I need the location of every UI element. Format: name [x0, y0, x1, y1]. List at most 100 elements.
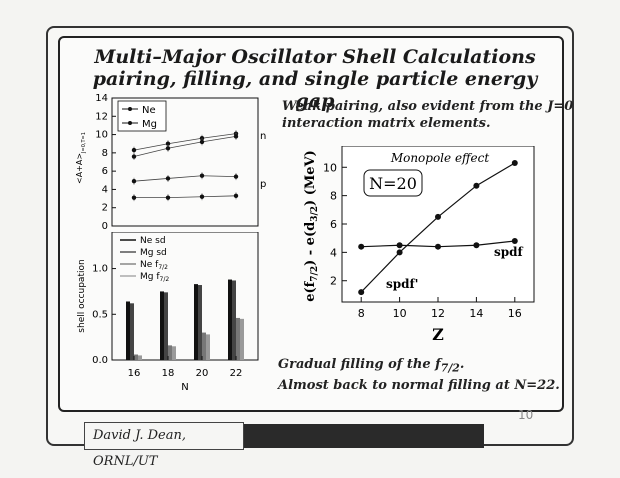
occupation-bar [236, 317, 240, 360]
occupation-bar [232, 280, 236, 360]
legend-marker-mg [128, 121, 132, 125]
monopole-point [396, 249, 403, 256]
monopole-ylabel-sub1: 7/2 [310, 266, 320, 282]
monopole-ylabel: e(f7/2) - e(d3/2) (MeV) [303, 150, 320, 302]
pairing-plot-area [111, 97, 259, 227]
monopole-point [396, 242, 403, 249]
series-label-spdf: spdf [494, 245, 524, 259]
n20-label: N=20 [369, 174, 417, 193]
pairing-ytick-label: 12 [95, 111, 108, 122]
monopole-ylabel-mid: ) - e(d [303, 222, 318, 266]
occupation-bar [160, 291, 164, 360]
monopole-title: Monopole effect [390, 151, 490, 165]
occupation-bar [130, 303, 134, 360]
monopole-ylabel-sub2: 3/2 [310, 206, 320, 222]
monopole-ytick-label: 8 [330, 190, 337, 203]
occupation-chart: 0.0 0.5 1.0 16 18 20 22 Ne sd Mg sd Ne f7/2 M… [77, 232, 259, 393]
legend-label-ne-f-main: Ne f [140, 260, 159, 270]
occupation-ytick-label: 1.0 [92, 264, 108, 275]
monopole-ytick-label: 2 [330, 275, 337, 288]
monopole-point [473, 182, 480, 189]
legend-label-ne: Ne [142, 105, 156, 116]
occupation-bar [206, 334, 210, 360]
legend-label-ne-f: Ne f7/2 [140, 260, 168, 271]
occupation-bar [164, 292, 168, 360]
pairing-ytick-label: 0 [102, 221, 108, 232]
pairing-legend [117, 100, 167, 132]
monopole-ytick-label: 10 [323, 161, 337, 174]
annotation-p: p [260, 179, 266, 190]
occupation-bar [198, 285, 202, 360]
pairing-ylabel-main: <A+A> [75, 153, 84, 184]
note-pairing: Weak pairing, also evident from the J=0 … [282, 98, 573, 132]
pairing-point [131, 147, 137, 153]
occupation-bar [138, 355, 142, 360]
pairing-point [233, 193, 239, 199]
monopole-ylabel-a: e(f [303, 280, 318, 301]
monopole-point [473, 242, 480, 249]
legend-label-mg-f-sub: 7/2 [160, 276, 170, 283]
occupation-bar [168, 345, 172, 360]
pairing-ytick-label: 4 [102, 184, 108, 195]
note-filling-text: Gradual filling of the f [278, 357, 441, 372]
page-number: 10 [518, 408, 534, 422]
monopole-xtick-label: 16 [508, 307, 522, 320]
pairing-point [165, 146, 171, 151]
pairing-point [131, 195, 137, 200]
occupation-xtick-label: 20 [196, 368, 209, 379]
note-filling-line1: Gradual filling of the f7/2. [278, 356, 560, 377]
note-pairing-line2: interaction matrix elements. [282, 116, 491, 131]
pairing-ylabel-sub: J=0,T=1 [81, 132, 87, 154]
monopole-point [511, 160, 518, 167]
monopole-point [358, 289, 365, 296]
pairing-point [199, 194, 205, 199]
pairing-point [199, 173, 205, 178]
monopole-point [358, 243, 365, 250]
legend-label-mg-f: Mg f7/2 [140, 272, 169, 283]
occupation-plot-area [111, 232, 259, 361]
occupation-bar [194, 284, 198, 360]
pairing-series-line [134, 195, 237, 199]
pairing-point [165, 176, 171, 181]
monopole-point [435, 243, 441, 250]
slide-subtitle: pairing, filling, and single particle en… [92, 68, 538, 112]
occupation-bar [228, 279, 232, 360]
pairing-ylabel: <A+A>J=0,T=1 [75, 132, 87, 184]
monopole-xtick-label: 12 [431, 307, 445, 320]
legend-marker-ne [128, 107, 132, 111]
occupation-ytick-label: 0.5 [92, 309, 108, 320]
pairing-ytick-label: 14 [95, 93, 108, 104]
monopole-xlabel: Z [432, 325, 444, 344]
occupation-xlabel: N [181, 382, 188, 393]
note-filling-sub: 7/2 [440, 361, 460, 375]
occupation-xtick-label: 18 [162, 368, 175, 379]
series-label-spdf-prime: spdf' [386, 277, 418, 291]
occupation-ytick-label: 0.0 [92, 355, 108, 366]
pairing-point [165, 141, 171, 146]
occupation-bar [172, 346, 176, 360]
occupation-bar [126, 301, 130, 360]
pairing-chart: 0 2 4 6 8 10 12 14 Ne Mg n p <A+A>J=0,T=1 [75, 93, 266, 232]
note-filling-end: . [459, 357, 465, 372]
monopole-point [511, 238, 518, 245]
monopole-xtick-label: 8 [358, 307, 365, 320]
pairing-series-line [133, 136, 237, 157]
occupation-legend: Ne sd Mg sd Ne f7/2 Mg f7/2 [120, 236, 169, 283]
monopole-ytick-label: 6 [330, 218, 337, 231]
slide-title: Multi–Major Oscillator Shell Calculation… [94, 46, 536, 68]
legend-label-ne-sd: Ne sd [140, 236, 166, 246]
pairing-point [233, 134, 239, 139]
occupation-bar [202, 332, 206, 360]
legend-label-mg-sd: Mg sd [140, 248, 167, 258]
monopole-xtick-label: 14 [469, 307, 483, 320]
annotation-n: n [260, 131, 266, 142]
pairing-point [165, 195, 171, 200]
legend-label-ne-f-sub: 7/2 [158, 264, 168, 271]
legend-label-mg: Mg [142, 119, 157, 130]
note-filling-line2: Almost back to normal filling at N=22. [278, 377, 560, 393]
monopole-ytick-label: 4 [330, 246, 337, 259]
legend-label-mg-f-main: Mg f [140, 272, 160, 282]
pairing-point [131, 154, 137, 159]
note-pairing-line1: Weak pairing, also evident from the J=0 [282, 99, 574, 114]
monopole-ylabel-end: ) (MeV) [303, 150, 318, 206]
